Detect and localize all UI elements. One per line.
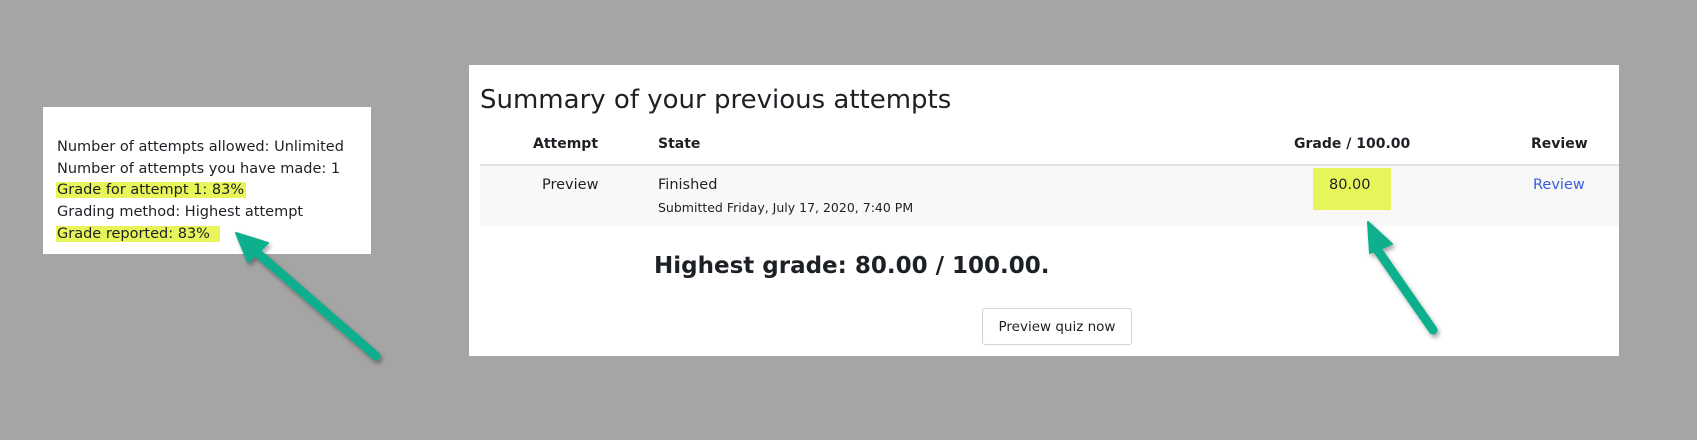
highest-grade: Highest grade: 80.00 / 100.00. (654, 253, 1050, 279)
review-link[interactable]: Review (1533, 177, 1585, 193)
page-title: Summary of your previous attempts (480, 85, 952, 115)
column-header-attempt: Attempt (533, 136, 599, 152)
table-row (480, 166, 1619, 226)
arrow-icon (1367, 221, 1438, 335)
grading-method: Grading method: Highest attempt (57, 204, 304, 220)
attempts-made: Number of attempts you have made: 1 (57, 161, 341, 177)
grade-for-attempt: Grade for attempt 1: 83% (56, 182, 247, 198)
attempt-cell: Preview (542, 177, 599, 193)
header-divider (480, 164, 1619, 166)
submitted-time: Submitted Friday, July 17, 2020, 7:40 PM (658, 200, 914, 215)
quiz-info-box: Number of attempts allowed: Unlimited Nu… (43, 107, 371, 254)
state-cell: Finished (658, 177, 718, 193)
arrow-icon (235, 232, 381, 361)
grade-reported: Grade reported: 83% (56, 224, 220, 244)
grade-highlight (1313, 168, 1391, 210)
attempts-allowed: Number of attempts allowed: Unlimited (57, 139, 344, 155)
attempts-summary-panel: Summary of your previous attempts Attemp… (469, 65, 1619, 356)
grade-cell: 80.00 (1329, 177, 1371, 193)
column-header-state: State (658, 136, 701, 152)
column-header-review: Review (1531, 136, 1588, 152)
preview-quiz-button[interactable]: Preview quiz now (982, 308, 1132, 345)
column-header-grade: Grade / 100.00 (1294, 136, 1411, 152)
